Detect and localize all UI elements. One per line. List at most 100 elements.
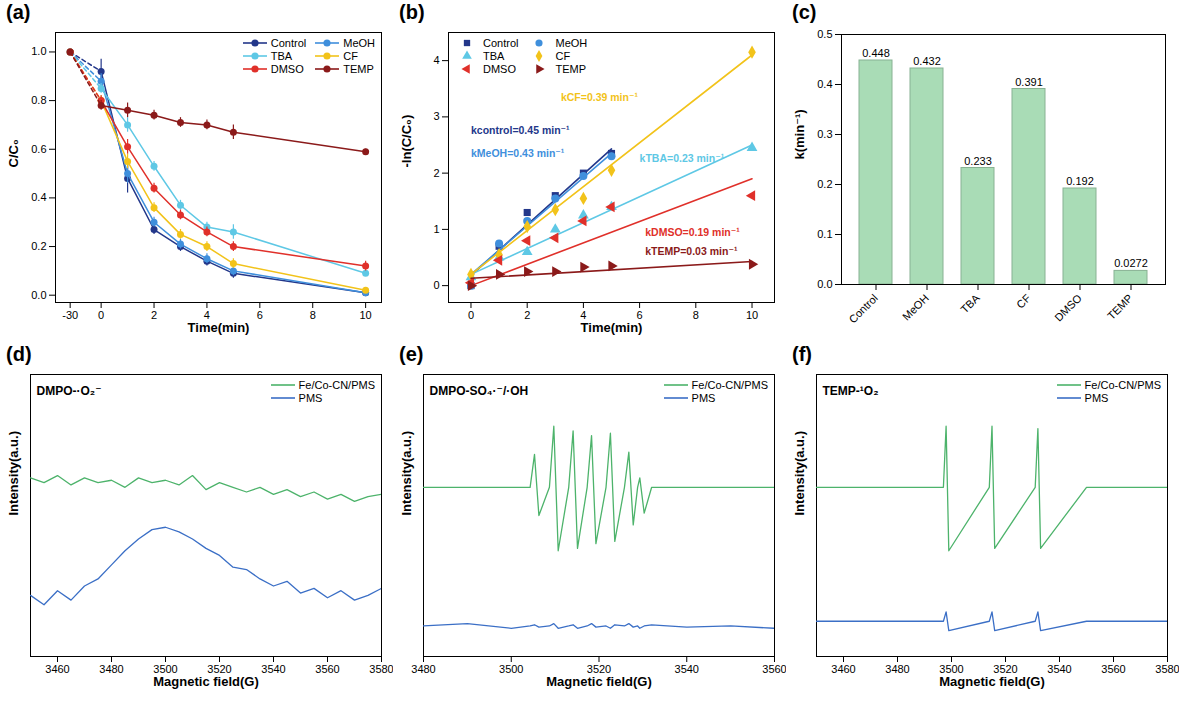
svg-text:2: 2 [524,309,530,321]
html-text:CF: CF [555,50,571,62]
svg-text:k(min⁻¹): k(min⁻¹) [792,109,807,159]
svg-text:0.391: 0.391 [1015,76,1043,88]
svg-text:3580: 3580 [1155,663,1179,675]
html-text:TBA: TBA [483,50,505,62]
svg-text:TEMP: TEMP [1105,292,1135,322]
html-text:Control: Control [483,37,519,49]
svg-text:C/C₀: C/C₀ [6,139,21,167]
svg-text:3460: 3460 [45,663,69,675]
svg-text:3480: 3480 [885,663,909,675]
svg-text:Magnetic field(G): Magnetic field(G) [939,674,1044,689]
svg-text:0.192: 0.192 [1066,175,1094,187]
svg-text:3520: 3520 [586,663,612,676]
svg-text:0.432: 0.432 [913,55,941,67]
svg-text:0.4: 0.4 [31,191,46,203]
svg-text:3580: 3580 [369,663,393,675]
svg-text:3560: 3560 [1101,663,1125,675]
svg-text:3540: 3540 [675,663,699,675]
html-text:Control: Control [270,37,307,49]
svg-text:4: 4 [433,54,439,66]
svg-text:kcontrol=0.45 min⁻¹: kcontrol=0.45 min⁻¹ [471,124,570,136]
html-text:(d): (d) [6,343,32,365]
svg-text:0.0: 0.0 [31,289,46,301]
svg-text:Time(min): Time(min) [188,320,250,335]
svg-text:DMSO: DMSO [1052,291,1084,323]
svg-text:CF: CF [1014,292,1033,311]
svg-text:3: 3 [433,110,439,122]
svg-text:Control: Control [846,292,880,326]
svg-text:8: 8 [693,309,699,321]
html-text:(e): (e) [399,343,424,365]
svg-text:3540: 3540 [1047,663,1071,675]
svg-text:Intensity(a.u.): Intensity(a.u.) [399,431,414,516]
svg-text:3520: 3520 [207,663,232,676]
html-text:PMS: PMS [691,392,716,404]
svg-text:3500: 3500 [939,663,964,676]
svg-text:0.3: 0.3 [817,128,832,140]
svg-text:6: 6 [257,309,263,321]
html-text:DMSO: DMSO [483,63,516,75]
svg-text:3480: 3480 [99,663,123,675]
svg-text:3500: 3500 [153,663,178,676]
svg-text:Intensity(a.u.): Intensity(a.u.) [792,431,807,516]
svg-text:DMPO-·O₂⁻: DMPO-·O₂⁻ [37,384,102,398]
svg-text:3500: 3500 [499,663,523,675]
html-text:(f): (f) [792,343,812,365]
svg-text:1: 1 [433,223,439,235]
html-text:DMSO: DMSO [270,63,304,75]
svg-text:-ln(C/C₀): -ln(C/C₀) [399,115,414,168]
svg-text:0.5: 0.5 [817,28,832,40]
svg-text:0: 0 [98,309,104,321]
svg-text:TBA: TBA [958,291,982,315]
svg-text:3560: 3560 [762,663,786,675]
html-text:CF: CF [343,50,358,62]
svg-text:3520: 3520 [993,663,1018,676]
svg-text:2: 2 [433,167,439,179]
html-text:Fe/Co-CN/PMS: Fe/Co-CN/PMS [691,379,768,391]
html-text:TEMP: TEMP [555,63,586,75]
svg-text:3460: 3460 [831,663,855,675]
svg-text:0.0: 0.0 [817,278,832,290]
svg-text:0.233: 0.233 [964,155,992,167]
svg-text:MeOH: MeOH [900,292,931,323]
svg-text:kTEMP=0.03 min⁻¹: kTEMP=0.03 min⁻¹ [645,245,738,257]
html-text:(a): (a) [6,1,31,23]
html-text:PMS: PMS [298,392,323,404]
svg-text:0.6: 0.6 [31,143,46,155]
html-text:(c): (c) [792,1,817,23]
svg-text:10: 10 [746,309,758,321]
svg-text:kCF=0.39 min⁻¹: kCF=0.39 min⁻¹ [561,91,639,103]
html-text:TEMP: TEMP [343,63,374,75]
svg-text:0.448: 0.448 [862,47,890,59]
html-text:Fe/Co-CN/PMS: Fe/Co-CN/PMS [298,379,375,391]
svg-text:3540: 3540 [261,663,285,675]
html-text:(b): (b) [399,1,425,23]
svg-text:kMeOH=0.43 min⁻¹: kMeOH=0.43 min⁻¹ [471,147,565,159]
html-text:MeOH: MeOH [555,37,588,49]
svg-text:10: 10 [360,309,372,321]
svg-text:Intensity(a.u.): Intensity(a.u.) [6,431,21,516]
svg-text:Time(min): Time(min) [581,320,643,335]
svg-text:0.2: 0.2 [31,240,46,252]
svg-text:kTBA=0.23 min⁻¹: kTBA=0.23 min⁻¹ [640,152,725,164]
svg-text:-30: -30 [62,309,78,321]
svg-text:0.0272: 0.0272 [1114,257,1148,269]
svg-text:0.8: 0.8 [31,94,46,106]
svg-text:3560: 3560 [315,663,339,675]
svg-text:TEMP-¹O₂: TEMP-¹O₂ [823,384,879,398]
svg-text:0.1: 0.1 [817,228,832,240]
svg-text:Magnetic field(G): Magnetic field(G) [546,674,651,689]
html-text:TBA: TBA [270,50,293,62]
svg-text:0.4: 0.4 [817,78,832,90]
svg-text:0: 0 [468,309,474,321]
svg-text:8: 8 [310,309,316,321]
svg-text:kDMSO=0.19 min⁻¹: kDMSO=0.19 min⁻¹ [645,226,740,238]
svg-text:0.2: 0.2 [817,178,832,190]
svg-text:Magnetic field(G): Magnetic field(G) [153,674,258,689]
svg-text:1.0: 1.0 [31,45,46,57]
svg-text:0: 0 [433,279,439,291]
svg-text:DMPO-SO₄·⁻/·OH: DMPO-SO₄·⁻/·OH [430,384,529,398]
svg-text:2: 2 [151,309,157,321]
html-text:MeOH: MeOH [343,37,375,49]
svg-text:3480: 3480 [411,663,435,675]
